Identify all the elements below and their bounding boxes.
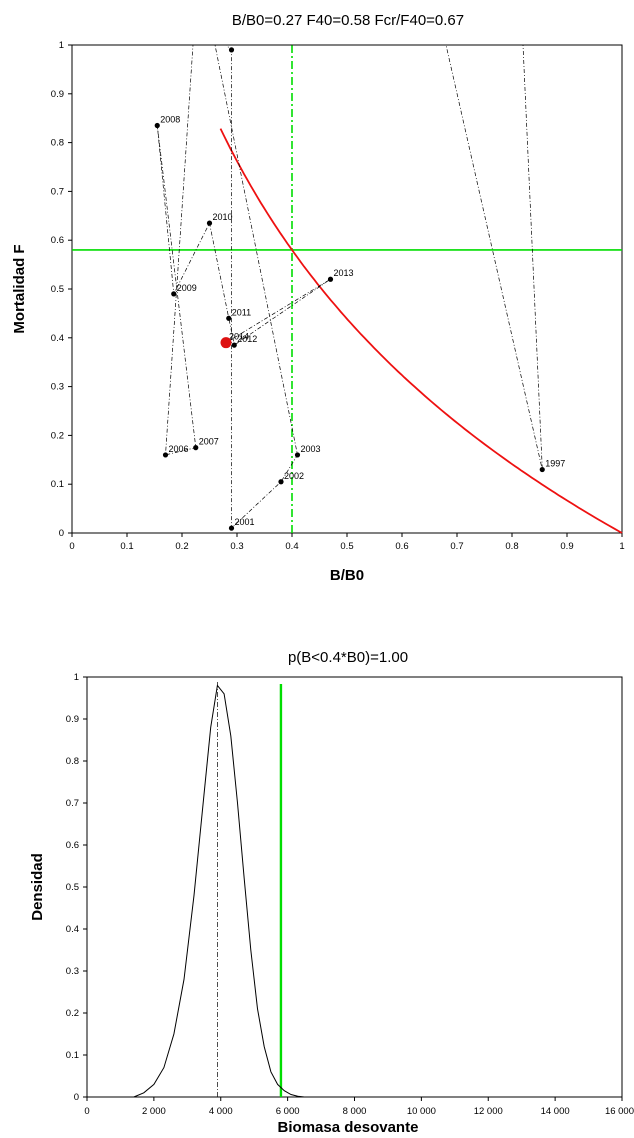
chart2-y-tick-label: 1: [74, 672, 79, 683]
chart1-x-tick-label: 1: [619, 541, 624, 552]
chart1-y-tick-label: 0.3: [51, 382, 64, 393]
chart2-x-tick-label: 2 000: [142, 1106, 166, 1117]
chart2-y-tick-label: 0.3: [66, 966, 79, 977]
chart2-title: p(B<0.4*B0)=1.00: [288, 649, 408, 666]
chart1-y-tick-label: 1: [59, 40, 64, 51]
chart2-y-tick-label: 0.5: [66, 882, 79, 893]
chart1-x-tick-label: 0.5: [340, 541, 353, 552]
trajectory-point: [154, 122, 160, 129]
chart2-x-axis-label: Biomasa desovante: [278, 1119, 419, 1136]
chart1-x-tick-label: 0.4: [285, 541, 298, 552]
trajectory-point: [206, 220, 213, 226]
chart2-y-tick-label: 0.1: [66, 1050, 79, 1061]
trajectory-year-label: 2002: [284, 471, 304, 481]
chart2-y-axis-label: Densidad: [29, 853, 46, 921]
chart2-x-tick-label: 6 000: [276, 1106, 300, 1117]
chart1-y-tick-label: 0.8: [51, 138, 64, 149]
chart2-y-tick-label: 0.8: [66, 756, 79, 767]
trajectory-year-label: 2010: [213, 212, 233, 222]
fcr-curve: [219, 128, 623, 534]
trajectory-year-label: 2006: [169, 444, 189, 454]
chart2-x-tick-label: 4 000: [209, 1106, 233, 1117]
chart2-x-tick-label: 0: [84, 1106, 89, 1117]
trajectory-point: [539, 466, 545, 473]
chart2-x-tick-label: 16 000: [605, 1106, 634, 1117]
density-curve: [133, 684, 305, 1098]
chart2-x-tick-label: 14 000: [541, 1106, 570, 1117]
chart1-plot-frame: [71, 44, 623, 534]
chart1-x-tick-label: 0.3: [230, 541, 243, 552]
chart1-y-tick-label: 0.2: [51, 430, 64, 441]
trajectory-year-label: 2007: [199, 437, 219, 447]
chart1-x-tick-label: 0.9: [560, 541, 573, 552]
trajectory-point: [327, 276, 334, 282]
chart1-y-tick-label: 0.9: [51, 89, 64, 100]
trajectory-year-label: 2001: [235, 517, 255, 527]
chart2-x-tick-label: 12 000: [474, 1106, 503, 1117]
trajectory-year-label: 2011: [232, 307, 251, 317]
trajectory-point: [231, 342, 237, 348]
chart2-y-tick-label: 0.2: [66, 1008, 79, 1019]
chart1-y-tick-label: 0.4: [51, 333, 64, 344]
chart1-y-tick-label: 0.1: [51, 479, 64, 490]
chart1-title: B/B0=0.27 F40=0.58 Fcr/F40=0.67: [232, 12, 464, 29]
chart2-x-tick-label: 10 000: [407, 1106, 436, 1117]
chart1-x-tick-label: 0: [69, 541, 74, 552]
chart2-y-tick-label: 0.4: [66, 924, 79, 935]
chart2-plot-frame: [86, 676, 623, 1098]
chart1-x-tick-label: 0.8: [505, 541, 518, 552]
chart1-x-axis-label: B/B0: [330, 567, 364, 584]
trajectory-year-label: 2009: [177, 283, 197, 293]
chart1-y-tick-label: 0.7: [51, 186, 64, 197]
chart1-x-tick-label: 0.2: [175, 541, 188, 552]
chart1-x-tick-label: 0.1: [120, 541, 133, 552]
chart2-y-tick-label: 0.6: [66, 840, 79, 851]
chart1-y-tick-label: 0: [59, 528, 64, 539]
current-status-point: [220, 337, 232, 349]
chart1-y-tick-label: 0.6: [51, 235, 64, 246]
chart1-y-tick-label: 0.5: [51, 284, 64, 295]
trajectory-point: [228, 525, 235, 531]
chart2-y-tick-label: 0.9: [66, 714, 79, 725]
trajectory-point: [226, 315, 232, 321]
trajectory-point: [228, 47, 235, 53]
trajectory-year-label: 2003: [301, 444, 321, 454]
chart2-y-tick-label: 0: [74, 1092, 79, 1103]
trajectory-year-label: 2014: [229, 332, 249, 342]
trajectory-point: [294, 452, 301, 458]
chart1-x-tick-label: 0.7: [450, 541, 463, 552]
chart1-y-axis-label: Mortalidad F: [11, 244, 28, 333]
trajectory-year-label: 2012: [237, 334, 257, 344]
trajectory-point: [193, 445, 199, 451]
chart2-y-tick-label: 0.7: [66, 798, 79, 809]
trajectory-line: [156, 44, 543, 529]
trajectory-year-label: 1997: [545, 459, 565, 469]
trajectory-year-label: 2013: [334, 268, 354, 278]
chart1-x-tick-label: 0.6: [395, 541, 408, 552]
trajectory-year-label: 2008: [160, 115, 180, 125]
trajectory-point: [162, 452, 169, 458]
chart2-x-tick-label: 8 000: [343, 1106, 367, 1117]
trajectory-point: [278, 479, 284, 485]
trajectory-point: [171, 291, 177, 297]
